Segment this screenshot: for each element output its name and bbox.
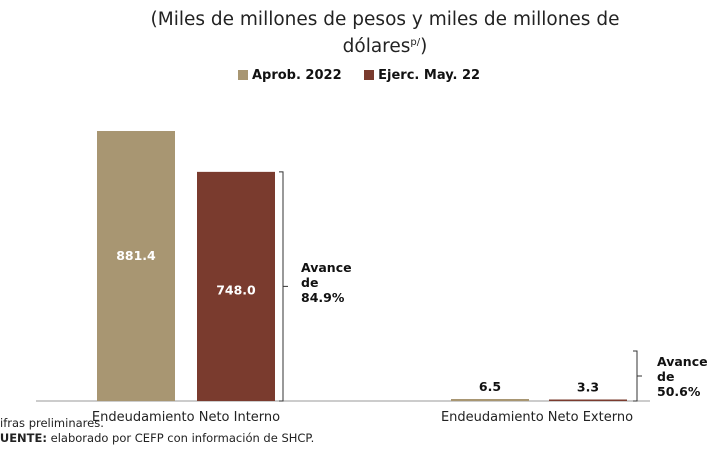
data-label-aprob-0: 881.4 bbox=[116, 248, 156, 263]
legend-label-aprob: Aprob. 2022 bbox=[251, 68, 342, 83]
title-line-2: dólaresp/) bbox=[30, 31, 718, 58]
source-text: elaborado por CEFP con información de SH… bbox=[46, 431, 315, 445]
legend: Aprob. 2022 Ejerc. May. 22 bbox=[0, 68, 718, 83]
bar-ejerc-1 bbox=[549, 399, 627, 401]
annotation-interno-line-2: 84.9% bbox=[301, 290, 345, 305]
data-label-ejerc-1: 3.3 bbox=[577, 380, 599, 395]
chart-title: (Miles de millones de pesos y miles de m… bbox=[30, 8, 718, 58]
bracket-externo bbox=[633, 350, 642, 402]
bracket-interno bbox=[279, 171, 288, 402]
annotation-externo-line-2: 50.6% bbox=[657, 384, 701, 399]
data-label-aprob-1: 6.5 bbox=[479, 379, 501, 394]
footnote-source: FUENTE: elaborado por CEFP con informaci… bbox=[0, 431, 314, 445]
annotation-externo-line-0: Avance bbox=[657, 354, 708, 369]
title-superscript: p/ bbox=[410, 37, 421, 48]
footnote-preliminary-text: Cifras preliminares. bbox=[0, 416, 104, 430]
footnote-preliminary: Cifras preliminares. bbox=[0, 416, 104, 430]
legend-label-ejerc: Ejerc. May. 22 bbox=[378, 68, 481, 83]
bar-aprob-0 bbox=[97, 131, 175, 401]
annotation-interno-line-1: de bbox=[301, 275, 318, 290]
annotation-interno-line-0: Avance bbox=[301, 260, 352, 275]
bar-ejerc-0 bbox=[197, 171, 275, 401]
title-line-2-text: dólares bbox=[342, 36, 411, 58]
legend-item-ejerc: Ejerc. May. 22 bbox=[364, 68, 480, 83]
data-label-ejerc-0: 748.0 bbox=[216, 282, 256, 297]
legend-swatch-aprob bbox=[237, 70, 248, 80]
category-label-0: Endeudamiento Neto Interno bbox=[92, 410, 280, 425]
annotation-externo-line-1: de bbox=[657, 369, 674, 384]
source-label: FUENTE: bbox=[0, 431, 47, 445]
legend-swatch-ejerc bbox=[364, 70, 375, 80]
category-label-1: Endeudamiento Neto Externo bbox=[441, 410, 633, 425]
bar-aprob-1 bbox=[451, 399, 529, 401]
title-line-1: (Miles de millones de pesos y miles de m… bbox=[150, 9, 620, 30]
title-close-paren: ) bbox=[420, 36, 428, 58]
legend-item-aprob: Aprob. 2022 bbox=[237, 68, 342, 83]
